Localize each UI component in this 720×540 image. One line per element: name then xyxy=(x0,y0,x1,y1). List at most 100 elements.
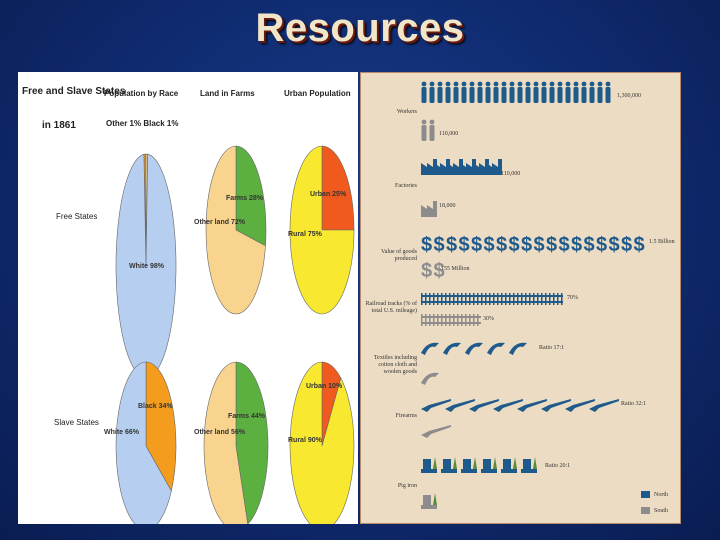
worker-north-icon-3-body xyxy=(445,87,451,103)
dollar-north-icon-12: $ xyxy=(571,234,582,256)
railroad-south-rail-top xyxy=(421,316,481,318)
railroad-north-tie-28 xyxy=(449,293,451,305)
firearm-north-icon-2 xyxy=(469,399,499,412)
worker-north-icon-21 xyxy=(589,81,595,87)
worker-north-icon-19 xyxy=(573,81,579,87)
firearm-north-icon-1 xyxy=(445,399,475,412)
worker-north-icon-10 xyxy=(501,81,507,87)
dollar-north-icon-15: $ xyxy=(609,234,620,256)
pig-iron-north-icon-1-stack xyxy=(443,459,451,471)
pig-iron-south-icon-stack xyxy=(423,495,431,507)
railroad-north-tie-24 xyxy=(445,293,447,305)
railroad-north-tie-76 xyxy=(497,293,499,305)
railroad-north-value: 70% xyxy=(567,295,578,301)
free-land-pie-slice-0 xyxy=(235,145,267,247)
railroad-north-rail-top xyxy=(421,295,563,297)
pig-iron-north-icon-1-flame xyxy=(453,457,457,469)
factory-north-icon-4 xyxy=(473,159,489,175)
worker-north-icon-1 xyxy=(429,81,435,87)
pig-iron-north-icon-3-flame xyxy=(493,457,497,469)
row-label-textiles: Textiles including cotton cloth and wool… xyxy=(373,355,417,375)
worker-north-icon-5-body xyxy=(461,87,467,103)
dollar-north-icon-1: $ xyxy=(434,234,445,256)
pig-iron-north-icon-4-base xyxy=(501,469,517,473)
slide-title: Resources xyxy=(255,6,465,50)
pig-iron-north-icon-4-stack xyxy=(503,459,511,471)
railroad-south-rail-bottom xyxy=(421,322,481,324)
textile-north-icon-3 xyxy=(487,342,505,355)
pig-iron-north-icon-5-stack xyxy=(523,459,531,471)
col-header-land: Land in Farms xyxy=(200,89,255,98)
worker-north-icon-18 xyxy=(565,81,571,87)
dollar-north-icon-0: $ xyxy=(421,234,432,256)
railroad-north-rail-bottom xyxy=(421,301,563,303)
dollar-north-icon-13: $ xyxy=(584,234,595,256)
pie-chart-panel: Free and Slave States in 1861 Population… xyxy=(18,72,358,524)
row-label-factories: Factories xyxy=(395,183,417,189)
railroad-south-tie-40 xyxy=(461,314,463,326)
firearms-ratio: Ratio 32:1 xyxy=(621,401,647,407)
railroad-south-tie-16 xyxy=(437,314,439,326)
goods-south-value: 155 Million xyxy=(441,266,470,272)
railroad-north-tie-92 xyxy=(513,293,515,305)
firearm-north-icon-4 xyxy=(517,399,547,412)
pie-panel-year: in 1861 xyxy=(42,120,76,131)
worker-north-icon-3 xyxy=(445,81,451,87)
legend-north: North xyxy=(641,491,668,498)
worker-north-icon-16 xyxy=(549,81,555,87)
worker-north-icon-20 xyxy=(581,81,587,87)
worker-north-icon-11 xyxy=(509,81,515,87)
worker-north-icon-6 xyxy=(469,81,475,87)
firearm-north-icon-3 xyxy=(493,399,523,412)
railroad-south-tie-24 xyxy=(445,314,447,326)
worker-south-icon-0 xyxy=(421,119,427,125)
slave-land-pie-slice-1 xyxy=(203,361,249,524)
railroad-north-tie-68 xyxy=(489,293,491,305)
dollar-south-icon-1: $ xyxy=(434,260,445,282)
worker-north-icon-12 xyxy=(517,81,523,87)
dollar-north-icon-9: $ xyxy=(534,234,545,256)
worker-north-icon-4 xyxy=(453,81,459,87)
worker-north-icon-13 xyxy=(525,81,531,87)
dollar-north-icon-14: $ xyxy=(596,234,607,256)
railroad-south-tie-32 xyxy=(453,314,455,326)
factories-south-value: 18,000 xyxy=(439,203,456,209)
free-land-other-label: Other land 72% xyxy=(194,219,246,226)
row-label-goods: Value of goods produced xyxy=(381,249,417,262)
firearm-north-icon-0 xyxy=(421,399,451,412)
railroad-north-tie-12 xyxy=(433,293,435,305)
railroad-north-tie-140 xyxy=(561,293,563,305)
pig-iron-north-icon-3-base xyxy=(481,469,497,473)
worker-north-icon-18-body xyxy=(565,87,571,103)
pig-iron-north-icon-0-stack xyxy=(423,459,431,471)
railroad-south-tie-36 xyxy=(457,314,459,326)
pig-iron-north-icon-1-base xyxy=(441,469,457,473)
railroad-south-value: 30% xyxy=(483,316,494,322)
railroad-north-tie-100 xyxy=(521,293,523,305)
goods-north-value: 1.5 Billion xyxy=(649,239,675,245)
free-urban-rural-label: Rural 75% xyxy=(288,231,323,238)
textile-north-icon-0 xyxy=(421,342,439,355)
railroad-north-tie-48 xyxy=(469,293,471,305)
railroad-north-tie-132 xyxy=(553,293,555,305)
railroad-north-tie-8 xyxy=(429,293,431,305)
legend-south: South xyxy=(641,507,668,514)
railroad-north-tie-104 xyxy=(525,293,527,305)
slave-land-other-label: Other land 56% xyxy=(194,429,246,436)
railroad-north-tie-136 xyxy=(557,293,559,305)
worker-north-icon-23-body xyxy=(605,87,611,103)
worker-north-icon-6-body xyxy=(469,87,475,103)
worker-north-icon-17-body xyxy=(557,87,563,103)
railroad-north-tie-44 xyxy=(465,293,467,305)
railroad-north-tie-128 xyxy=(549,293,551,305)
textile-north-icon-1 xyxy=(443,342,461,355)
pig-iron-north-icon-2-base xyxy=(461,469,477,473)
worker-south-icon-1 xyxy=(429,119,435,125)
pig-iron-north-icon-0-flame xyxy=(433,457,437,469)
railroad-north-tie-88 xyxy=(509,293,511,305)
railroad-north-tie-120 xyxy=(541,293,543,305)
railroad-south-tie-56 xyxy=(477,314,479,326)
firearm-north-icon-7 xyxy=(589,399,619,412)
worker-north-icon-17 xyxy=(557,81,563,87)
row-label-firearms: Firearms xyxy=(395,413,417,419)
